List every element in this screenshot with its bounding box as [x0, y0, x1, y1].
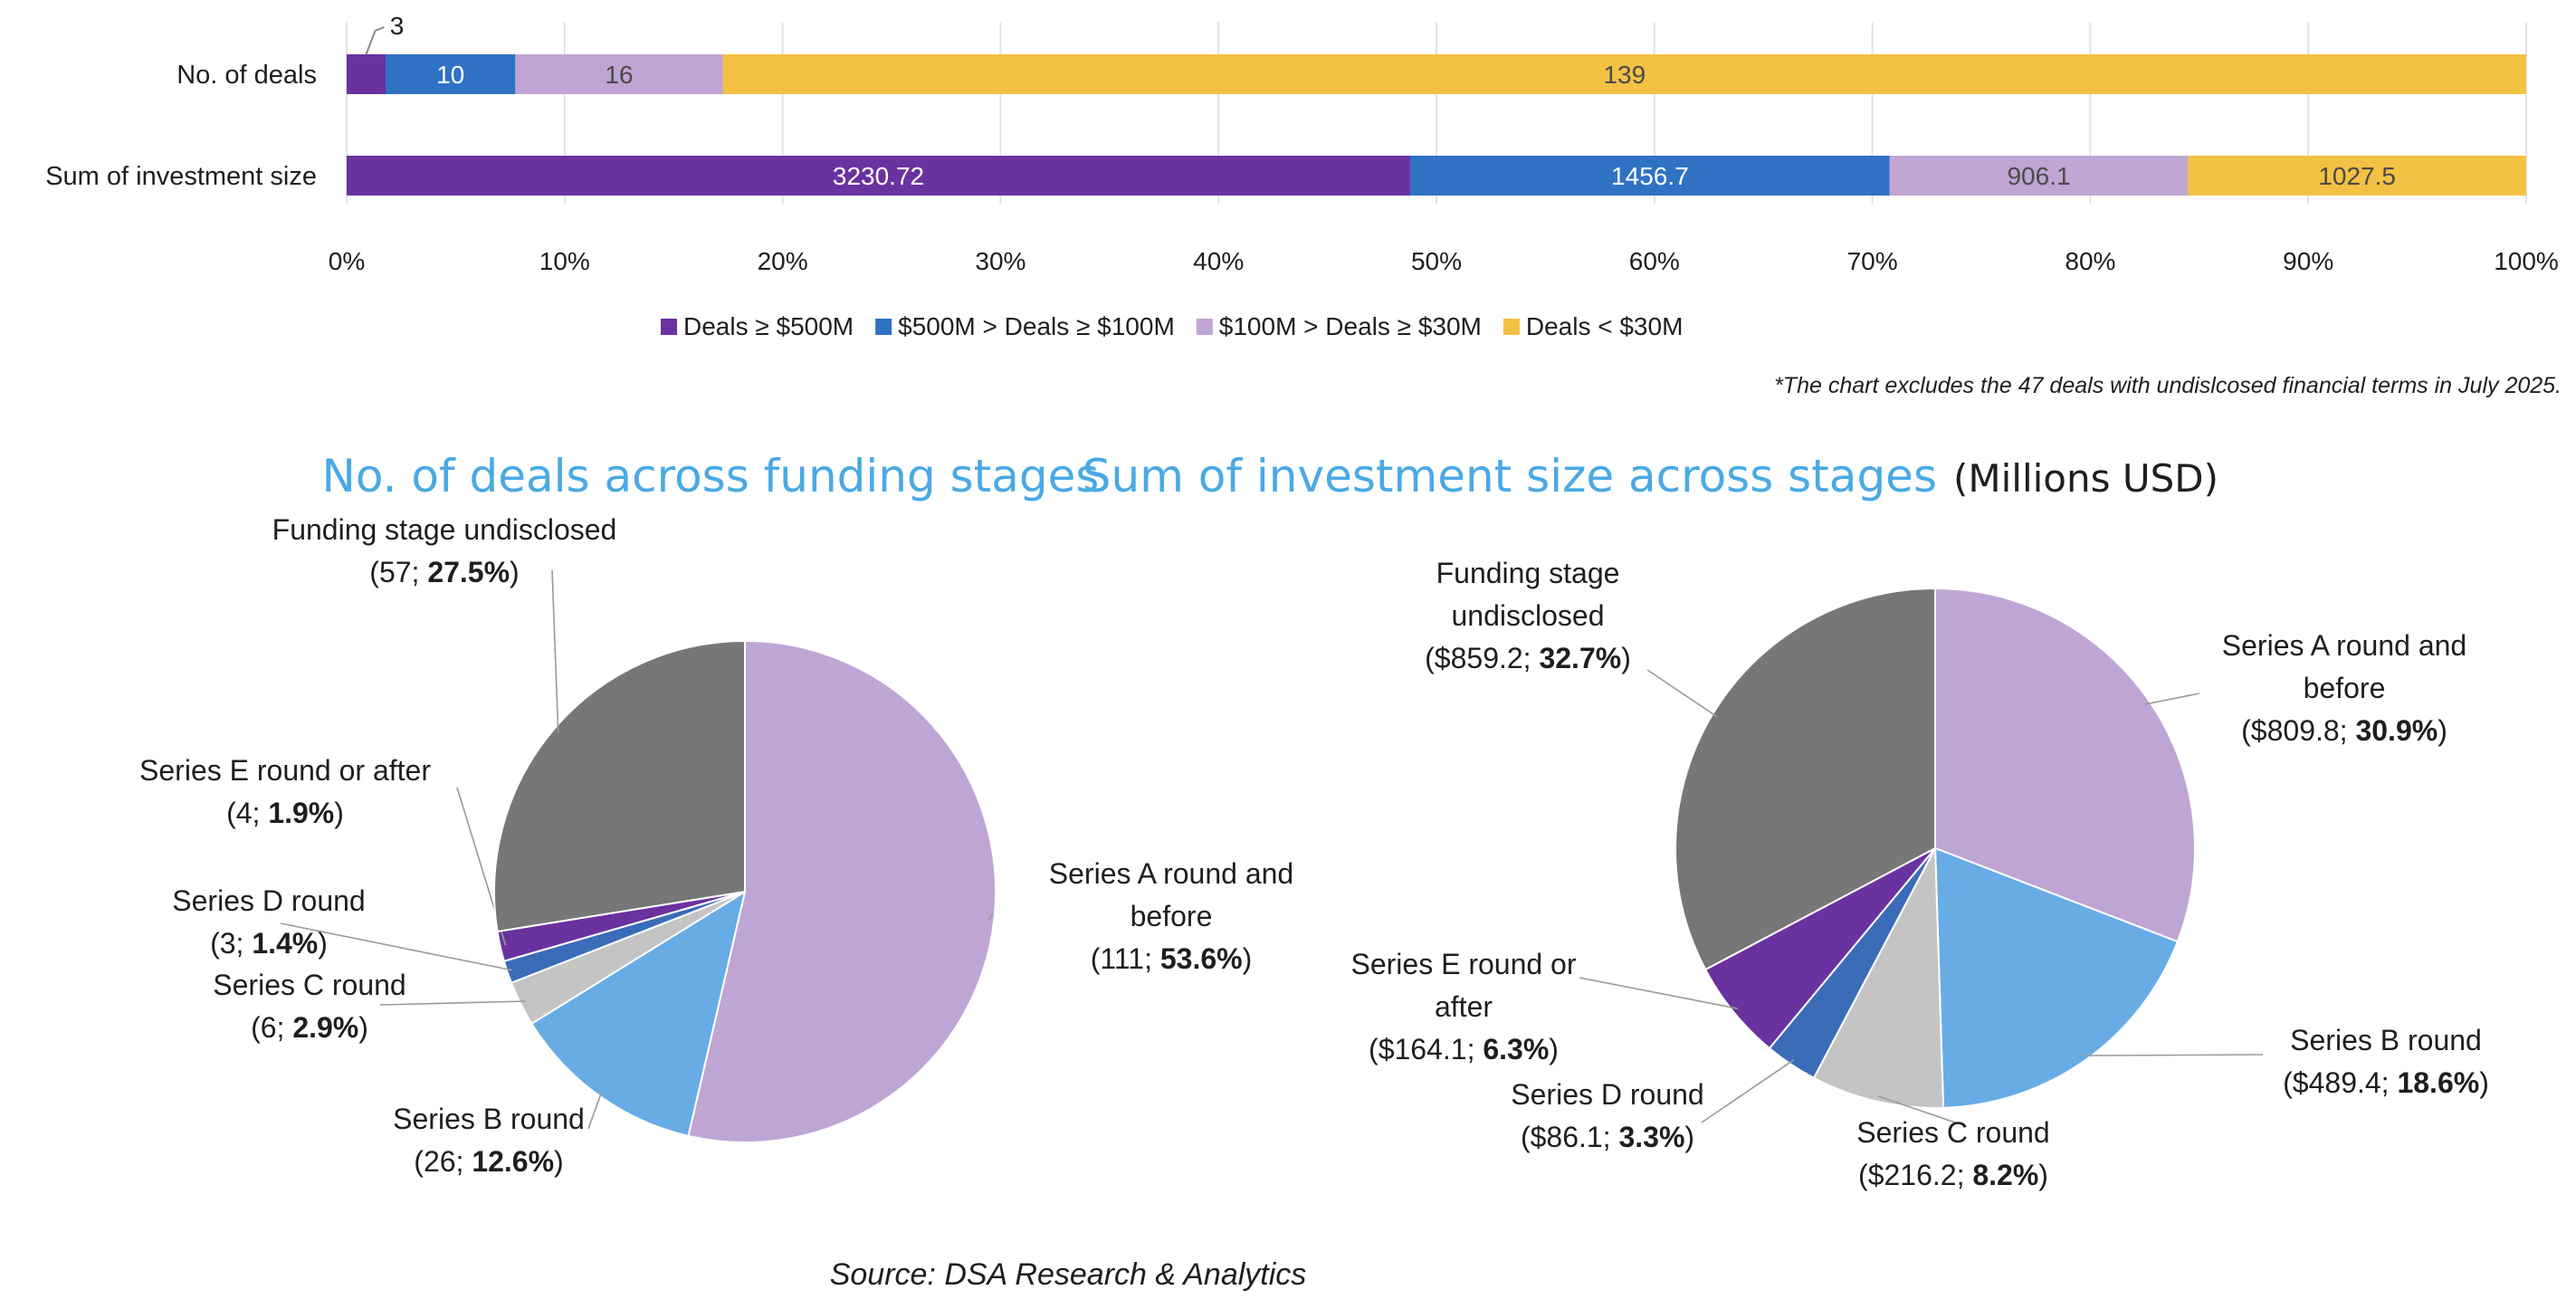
- leader-line: [2082, 1054, 2264, 1056]
- bar-legend: Deals ≥ $500M $500M > Deals ≥ $100M $100M …: [661, 312, 1683, 340]
- x-tick-label: 100%: [2494, 247, 2559, 275]
- legend-item: Deals ≥ $500M: [661, 312, 854, 340]
- x-tick-label: 60%: [1629, 247, 1680, 275]
- footnote: *The chart excludes the 47 deals with un…: [1774, 373, 2562, 398]
- leader-line: [280, 922, 513, 971]
- leader-line: [551, 569, 559, 733]
- slice-label: Series C round ($216.2; 8.2%): [1856, 1116, 2049, 1191]
- pie-chart-deals: No. of deals across funding stages Serie…: [139, 450, 1293, 1178]
- pie-deals-title: No. of deals across funding stages: [322, 450, 1100, 502]
- x-tick-label: 0%: [329, 247, 365, 275]
- slice-label: Series E round or after (4; 1.9%): [139, 754, 431, 829]
- legend-label: $500M > Deals ≥ $100M: [898, 312, 1175, 340]
- data-label: 16: [605, 61, 633, 89]
- data-label: 3: [390, 12, 405, 40]
- slice-label: Series B round ($489.4; 18.6%): [2283, 1024, 2489, 1099]
- slice-label: Series A round and before ($809.8; 30.9%): [2222, 629, 2466, 747]
- slice-label: Funding stage undisclosed (57; 27.5%): [272, 513, 617, 588]
- category-label: Sum of investment size: [45, 162, 317, 191]
- x-tick-label: 40%: [1193, 247, 1244, 275]
- data-label: 3230.72: [833, 162, 924, 190]
- legend-swatch: [875, 319, 892, 335]
- legend-label: Deals ≥ $500M: [683, 312, 854, 340]
- bar-segment: [1889, 156, 2189, 196]
- pie-chart-investment: Sum of investment size across stages (Mi…: [1083, 450, 2489, 1191]
- x-tick-label: 30%: [975, 247, 1026, 275]
- bar-segment: [386, 54, 516, 94]
- legend-item: $100M > Deals ≥ $30M: [1196, 312, 1482, 340]
- data-label: 906.1: [2007, 162, 2070, 190]
- legend-item: Deals < $30M: [1503, 312, 1684, 340]
- bar-segment: [515, 54, 723, 94]
- x-tick-label: 80%: [2065, 247, 2115, 275]
- slice-label: Series C round (6; 2.9%): [213, 969, 405, 1044]
- leader-line: [1579, 977, 1739, 1009]
- x-tick-label: 70%: [1847, 247, 1898, 275]
- slice-label: Series E round or after ($164.1; 6.3%): [1350, 948, 1576, 1065]
- leader-line: [987, 913, 994, 921]
- leader-line: [587, 1090, 603, 1130]
- slice-label: Series D round ($86.1; 3.3%): [1511, 1078, 1703, 1153]
- leader-line: [1646, 669, 1718, 718]
- legend-swatch: [661, 319, 677, 335]
- slice-label: Series A round and before (111; 53.6%): [1049, 857, 1293, 975]
- pie-slice: [530, 889, 747, 1138]
- leader-line: [1877, 1095, 1956, 1123]
- legend-swatch: [1503, 319, 1520, 335]
- bar-segment: [1409, 156, 1890, 196]
- category-label: No. of deals: [177, 61, 317, 90]
- leader-line: [379, 1000, 526, 1006]
- leader-line: [2144, 693, 2200, 705]
- pie-investment-unit: (Millions USD): [1953, 456, 2218, 501]
- pie-slice: [493, 639, 746, 933]
- x-tick-label: 10%: [539, 247, 590, 275]
- data-label: 1456.7: [1611, 162, 1689, 190]
- source-note: Source: DSA Research & Analytics: [830, 1257, 1307, 1292]
- x-tick-label: 90%: [2283, 247, 2333, 275]
- data-label: 139: [1603, 61, 1646, 89]
- data-label-leader: [365, 26, 385, 55]
- data-label: 10: [436, 61, 464, 89]
- bar-segment: [722, 54, 2526, 94]
- bar-segment: [347, 54, 386, 94]
- legend-label: Deals < $30M: [1526, 312, 1684, 340]
- bar-segment: [347, 156, 1410, 196]
- slice-label: Funding stage undisclosed ($859.2; 32.7%): [1425, 557, 1631, 674]
- legend-swatch: [1196, 319, 1213, 335]
- bar-segment: [2188, 156, 2526, 196]
- pie-slice: [687, 639, 997, 1143]
- slice-label: Series D round (3; 1.4%): [172, 884, 365, 960]
- pie-investment-title: Sum of investment size across stages: [1083, 450, 1937, 502]
- legend-label: $100M > Deals ≥ $30M: [1219, 312, 1482, 340]
- data-label: 1027.5: [2318, 162, 2396, 190]
- legend-item: $500M > Deals ≥ $100M: [875, 312, 1175, 340]
- leader-line: [1701, 1058, 1795, 1123]
- stacked-bar-chart: 0% 10% 20% 30% 40% 50% 60% 70% 80% 90% 100% No. of …: [45, 12, 2559, 275]
- x-tick-label: 20%: [758, 247, 808, 275]
- pie-slice: [1933, 846, 2180, 1109]
- slice-label: Series B round (26; 12.6%): [393, 1103, 585, 1178]
- pie-slice: [1934, 587, 2196, 943]
- x-tick-label: 50%: [1411, 247, 1462, 275]
- pie-slice: [1812, 845, 1945, 1109]
